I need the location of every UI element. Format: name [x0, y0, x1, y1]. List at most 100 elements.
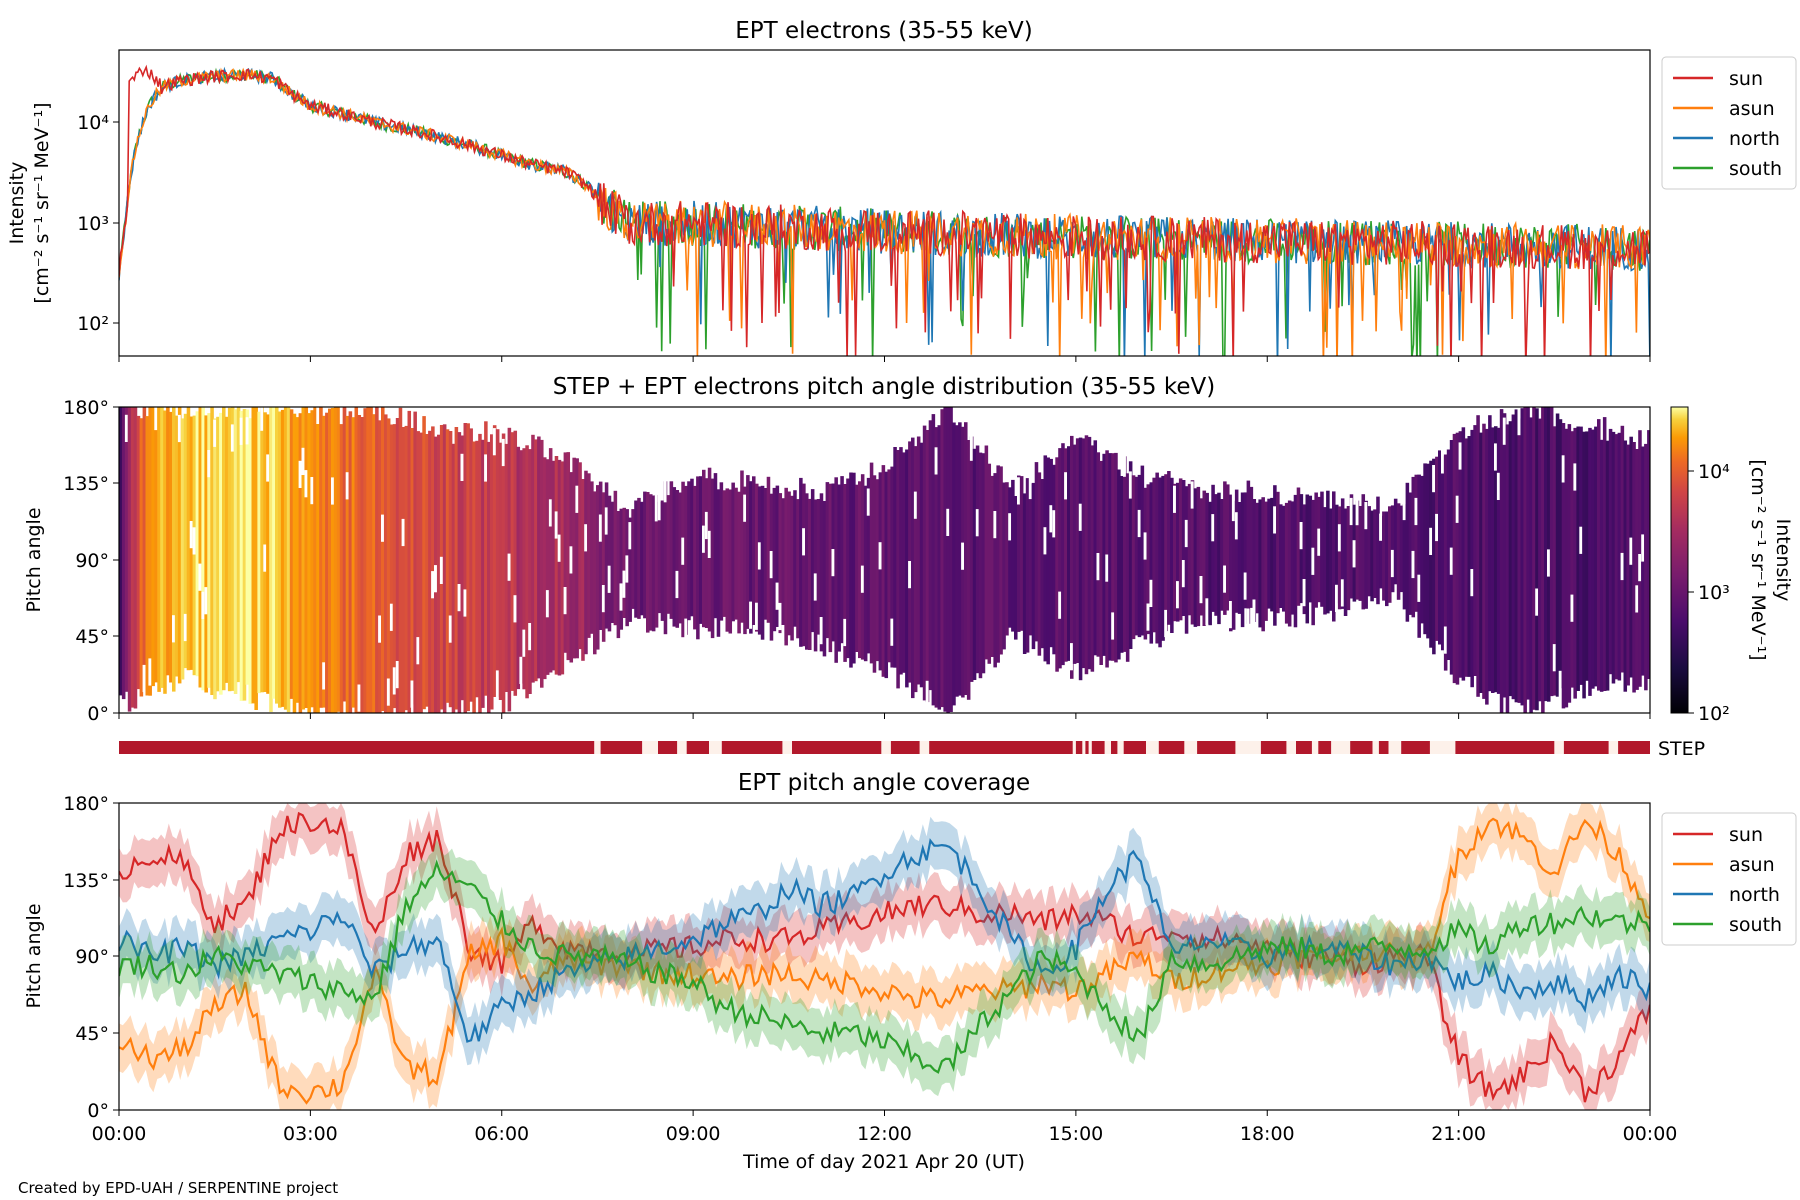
x-axis-label: Time of day 2021 Apr 20 (UT) [742, 1151, 1025, 1173]
pad-stripe [766, 476, 771, 623]
pad-stripe [649, 494, 653, 631]
pad-stripe [637, 497, 641, 619]
step-coverage-segment [1563, 741, 1609, 754]
pad-gap [1441, 446, 1444, 474]
pad-stripe [931, 414, 936, 706]
pad-stripe [660, 500, 665, 621]
pad-stripe [928, 420, 933, 691]
pad-stripe [1358, 506, 1363, 601]
pad-stripe [148, 407, 152, 696]
pad-stripe [1022, 493, 1027, 654]
pad-stripe [784, 487, 788, 646]
panel2-y-tick: 180° [63, 397, 109, 419]
pad-stripe [278, 411, 282, 708]
pad-stripe [952, 422, 956, 706]
pad-gap [1252, 599, 1256, 627]
pad-stripe [1046, 457, 1050, 665]
pad-stripe [360, 417, 364, 713]
pad-stripe [1220, 499, 1224, 611]
pad-stripe [896, 450, 900, 689]
pad-stripe [1635, 449, 1639, 690]
pad-stripe [1282, 505, 1286, 612]
pad-stripe [351, 417, 356, 708]
pad-stripe [448, 431, 453, 708]
pad-stripe [787, 491, 791, 636]
pad-stripe [975, 445, 980, 674]
pad-gap [1205, 598, 1209, 626]
pad-stripe [958, 422, 962, 696]
pad-gap [1458, 442, 1462, 470]
pad-gap [183, 613, 187, 642]
pad-stripe [1146, 484, 1151, 635]
pad-gap [457, 584, 461, 612]
pad-gap [310, 477, 314, 505]
pad-stripe [1025, 478, 1030, 653]
pad-stripe [1367, 506, 1371, 597]
pad-stripe [422, 416, 426, 710]
pad-gap [301, 447, 305, 475]
pad-stripe [1332, 491, 1336, 622]
pad-stripe [1255, 502, 1260, 614]
pad-stripe [598, 481, 603, 630]
pad-stripe [1178, 478, 1183, 621]
pad-stripe [384, 414, 388, 713]
pad-stripe [566, 452, 571, 661]
step-label: STEP [1658, 738, 1705, 760]
pad-gap [416, 637, 420, 665]
pad-gap [607, 565, 611, 593]
pad-gap [993, 511, 997, 539]
pad-stripe [972, 448, 977, 680]
pad-gap [142, 664, 146, 693]
pad-gap [1111, 612, 1115, 640]
pad-stripe [710, 478, 715, 639]
pad-stripe [419, 432, 423, 713]
panel1-y-unit: [cm⁻² s⁻¹ sr⁻¹ MeV⁻¹] [31, 102, 53, 303]
pad-stripe [1217, 492, 1221, 625]
panel4-y-tick: 180° [63, 793, 109, 815]
pad-gap [860, 565, 864, 593]
pad-stripe [1193, 488, 1198, 627]
pad-stripe [1290, 501, 1295, 615]
step-coverage-segment [721, 741, 783, 754]
pad-stripe [1582, 431, 1586, 699]
panel4-y-axis: 0° 45° 90° 135° 180° [63, 793, 119, 1122]
pad-stripe [266, 414, 270, 694]
pad-stripe [145, 416, 150, 696]
step-coverage-segment [658, 741, 678, 754]
pad-stripe [1485, 428, 1489, 705]
pad-stripe [1058, 448, 1062, 669]
panel2-y-label: Pitch angle [23, 507, 45, 612]
legend-label-asun: asun [1729, 98, 1775, 120]
pad-stripe [1011, 479, 1015, 632]
pad-stripe [1199, 498, 1204, 616]
pad-gap [1058, 591, 1062, 619]
pad-stripe [728, 489, 733, 634]
pad-gap [657, 493, 661, 521]
pad-stripe [1617, 432, 1622, 681]
pad-stripe [378, 420, 382, 713]
pad-gap [386, 678, 390, 706]
pad-gap [934, 447, 938, 475]
pad-stripe [1479, 432, 1483, 693]
pad-stripe [504, 443, 509, 692]
pad-stripe [1249, 486, 1254, 608]
panel4-y-tick: 135° [63, 870, 109, 892]
pad-stripe [654, 494, 659, 628]
pad-stripe [716, 489, 721, 637]
pad-gap [460, 453, 464, 481]
pad-stripe [1164, 474, 1168, 632]
pad-stripe [460, 435, 465, 701]
pad-gap [1517, 408, 1521, 436]
pad-stripe [1402, 504, 1407, 610]
pad-stripe [174, 415, 179, 677]
pad-stripe [675, 490, 680, 628]
pad-stripe [475, 440, 479, 698]
pad-gap [1070, 643, 1073, 671]
pad-stripe [913, 446, 918, 693]
pad-stripe [1382, 511, 1386, 601]
pad-stripe [381, 407, 385, 711]
pad-stripe [946, 407, 950, 713]
pad-stripe [513, 430, 518, 696]
pad-stripe [333, 407, 338, 713]
pad-gap [654, 494, 658, 522]
